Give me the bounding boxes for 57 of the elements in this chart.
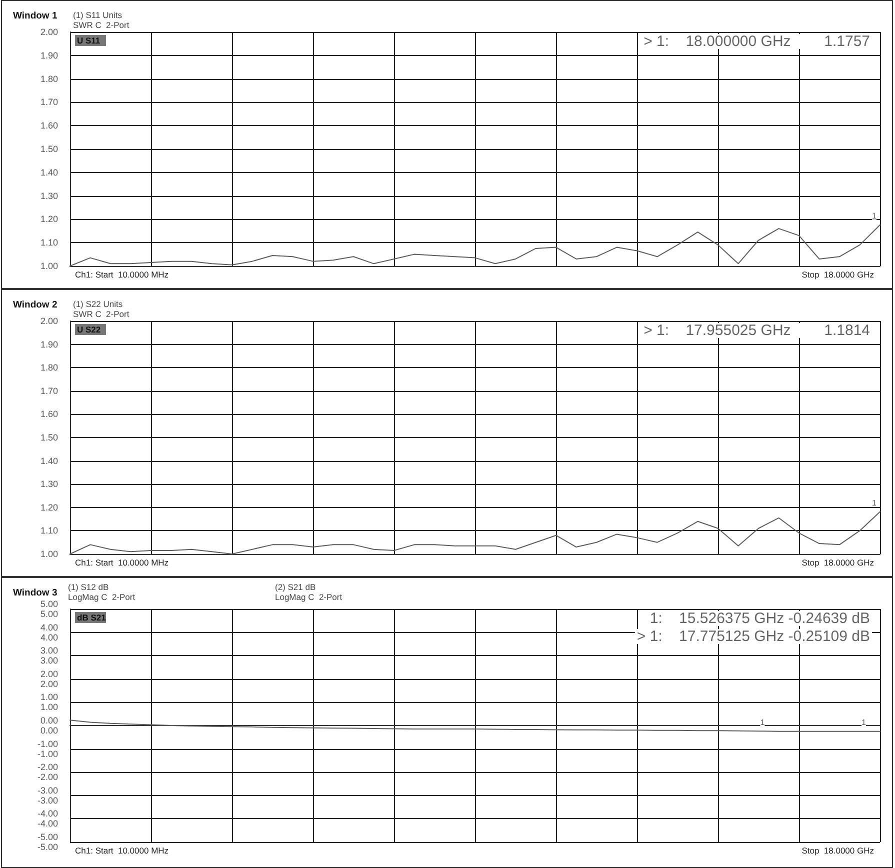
annotation: 1: 15.526375 GHz -0.24639 dB — [650, 610, 870, 627]
chart-title: Window 3 — [13, 588, 58, 598]
text: Stop 18.0000 GHz — [802, 558, 874, 568]
y-tick-label: 5.00 — [40, 599, 58, 609]
y-tick-label: 2.00 — [40, 668, 58, 679]
y-tick-label: -1.00 — [37, 738, 58, 749]
y-tick-label: 1.70 — [40, 386, 58, 396]
annotation: > 1: 17.775125 GHz -0.25109 dB — [636, 628, 870, 645]
y-tick-label: 1.80 — [40, 74, 58, 84]
annotation: U S22 — [77, 324, 101, 334]
annotation: dB S21 — [77, 612, 106, 622]
y-tick-label: -4.00 — [37, 808, 58, 819]
text: Ch1: Start 10.0000 MHz — [75, 558, 169, 568]
chart-subtitle: (1) S11 Units SWR C 2-Port — [73, 10, 130, 30]
y-tick-label: 1.30 — [40, 190, 58, 201]
chart-subtitle: (1) S22 Units SWR C 2-Port — [73, 299, 130, 319]
y-tick-label: 1.50 — [40, 432, 58, 442]
annotation: 1 — [861, 718, 866, 727]
y-tick-label: 3.00 — [40, 646, 58, 656]
y-tick-label: 1.20 — [40, 214, 58, 224]
y-tick-label: 1.90 — [40, 339, 58, 350]
chart-title: Window 1 — [13, 10, 58, 22]
y-tick-label: 1.60 — [40, 409, 58, 420]
y-tick-label: 1.70 — [40, 97, 58, 108]
text: Ch1: Start 10.0000 MHz — [75, 270, 169, 280]
text: Stop 18.0000 GHz — [802, 846, 874, 856]
y-tick-label: 1.10 — [40, 526, 58, 536]
y-tick-label: -3.00 — [37, 785, 58, 796]
y-tick-label: 0.00 — [40, 716, 58, 726]
text: (2) S21 dB LogMag C 2-Port — [275, 582, 343, 602]
y-tick-label: 1.20 — [40, 502, 58, 512]
annotation: 1 — [760, 718, 766, 727]
y-tick-label: 1.50 — [40, 144, 58, 154]
y-tick-label: 1.60 — [40, 120, 58, 131]
text: Stop 18.0000 GHz — [802, 270, 874, 280]
annotation: > 1: 17.955025 GHz 1.1814 — [644, 322, 870, 339]
y-tick-label: 1.40 — [40, 167, 58, 178]
annotation: > 1: 18.000000 GHz 1.1757 — [644, 33, 870, 50]
chart-title: Window 2 — [13, 300, 58, 310]
y-tick-label: 2.00 — [40, 27, 58, 37]
y-tick-label: 1.00 — [40, 261, 58, 271]
annotation: 1 — [872, 498, 877, 508]
y-tick-label: 4.00 — [40, 622, 58, 632]
y-tick-label: 1.40 — [40, 456, 58, 466]
y-tick-label: 1.00 — [40, 549, 58, 559]
text: (1) S12 dB LogMag C 2-Port — [68, 582, 136, 602]
y-tick-label: 1.90 — [40, 50, 58, 60]
y-tick-label: 1.10 — [40, 238, 58, 248]
y-tick-label: 1.00 — [40, 692, 58, 702]
text: Ch1: Start 10.0000 MHz — [75, 846, 169, 856]
y-tick-label: -2.00 — [37, 762, 58, 772]
annotation: 1 — [872, 211, 877, 220]
y-tick-label: 2.00 — [40, 316, 58, 326]
y-tick-label: 1.80 — [40, 362, 58, 373]
y-tick-label: -5.00 — [37, 832, 58, 842]
annotation: U S11 — [77, 36, 100, 46]
y-tick-label: 1.30 — [40, 479, 58, 490]
